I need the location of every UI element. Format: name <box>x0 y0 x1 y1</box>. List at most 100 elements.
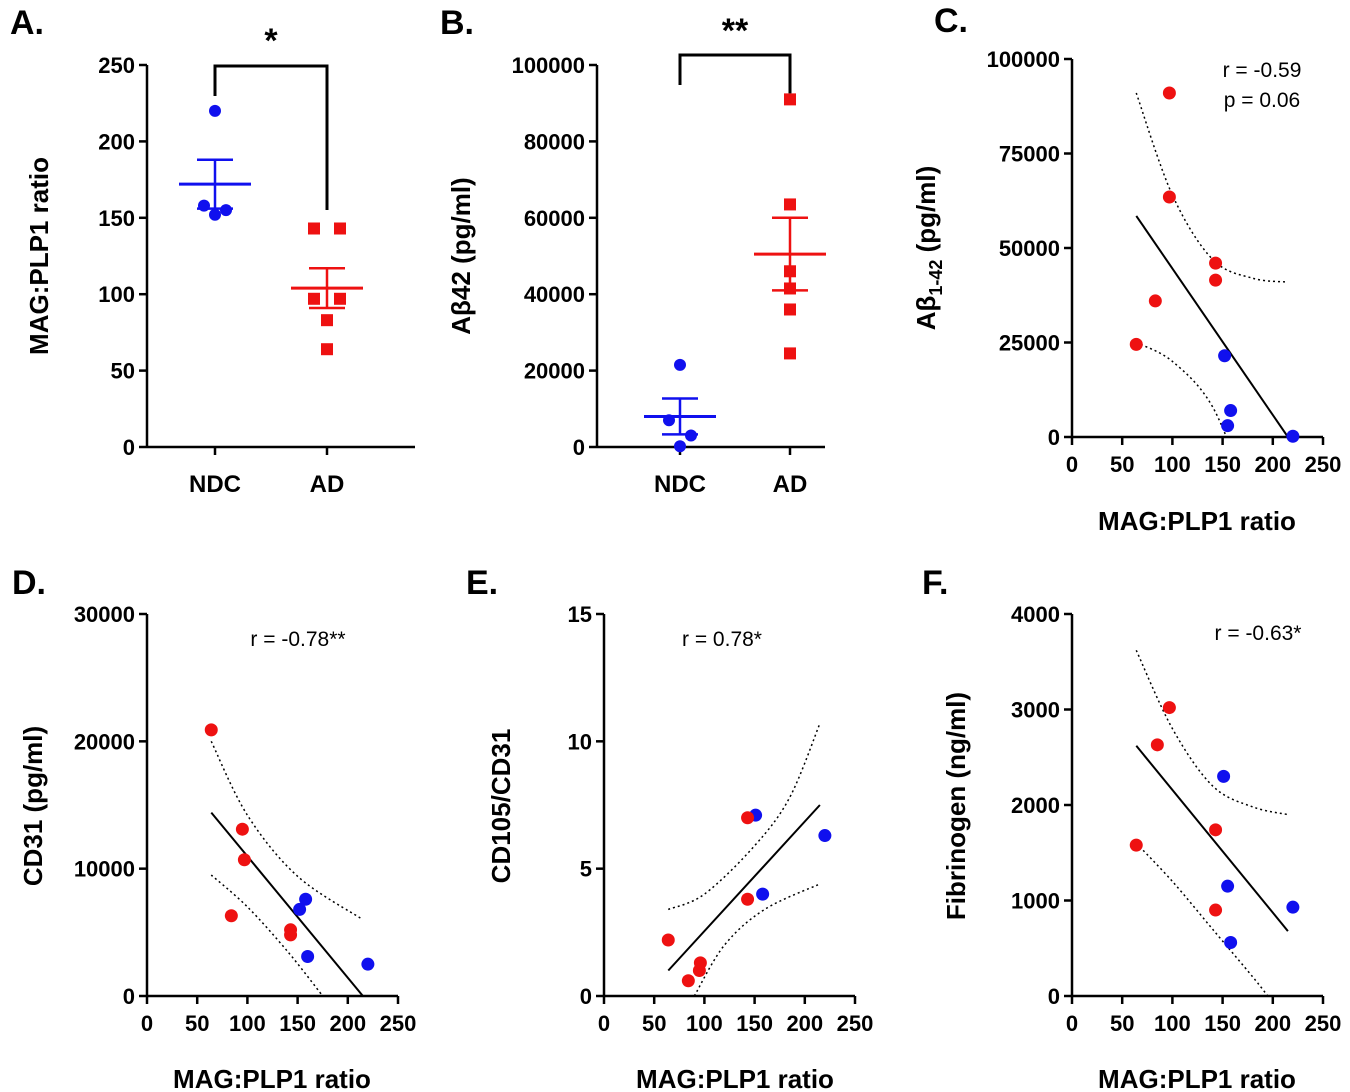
x-tick-label: 250 <box>837 1011 874 1036</box>
y-axis-title: Aβ1-42 (pg/ml) <box>911 166 946 331</box>
x-tick-label: 50 <box>1110 452 1134 477</box>
y-tick-label: 20000 <box>74 729 135 754</box>
data-point <box>361 957 375 971</box>
significance-label: * <box>264 22 278 60</box>
data-point <box>1209 903 1223 917</box>
panel-label: F. <box>922 564 948 602</box>
x-tick-label: 150 <box>1204 1011 1241 1036</box>
regression-line <box>1135 745 1289 932</box>
data-point <box>284 928 298 942</box>
stat-annotation: r = -0.63* <box>1215 622 1302 645</box>
x-tick-label: 50 <box>1110 1011 1134 1036</box>
x-tick-label: 150 <box>736 1011 773 1036</box>
data-point <box>741 892 755 906</box>
data-point <box>1129 337 1143 351</box>
data-point <box>1286 900 1300 914</box>
stat-annotation: r = 0.78* <box>682 628 762 651</box>
y-tick-label: 0 <box>573 435 585 460</box>
stat-annotation: r = -0.59 <box>1223 59 1302 82</box>
data-point <box>321 343 333 356</box>
data-point <box>1218 349 1232 363</box>
data-point <box>1209 256 1223 270</box>
y-tick-label: 0 <box>123 984 135 1009</box>
significance-bracket <box>678 53 792 94</box>
data-point <box>220 204 232 217</box>
x-tick-label: 200 <box>1254 452 1291 477</box>
y-tick-label: 3000 <box>1011 698 1060 723</box>
x-tick-label: 0 <box>1066 452 1078 477</box>
data-point <box>674 358 686 371</box>
regression-line <box>667 804 821 972</box>
y-tick-label: 10 <box>568 729 592 754</box>
data-point <box>1162 190 1176 204</box>
panel-label: D. <box>12 564 46 602</box>
y-axis-title: CD105/CD31 <box>486 729 516 884</box>
x-tick-label: 150 <box>279 1011 316 1036</box>
y-tick-label: 40000 <box>524 282 585 307</box>
data-point <box>1209 823 1223 837</box>
data-point <box>1224 404 1238 418</box>
data-point <box>693 956 707 970</box>
data-point <box>784 93 796 106</box>
y-axis-title-unit: (pg/ml) <box>911 166 941 260</box>
data-point <box>334 222 346 235</box>
fit-lines <box>1135 649 1289 996</box>
x-tick-label: 50 <box>642 1011 666 1036</box>
x-category-label: NDC <box>189 471 241 498</box>
y-tick-label: 80000 <box>524 129 585 154</box>
data-point <box>1221 419 1235 433</box>
y-tick-label: 0 <box>1048 984 1060 1009</box>
ci-upper-band <box>1135 649 1289 816</box>
x-axis-title: MAG:PLP1 ratio <box>173 1064 371 1092</box>
data-point <box>301 950 315 964</box>
stat-annotation: p = 0.06 <box>1224 89 1300 112</box>
y-tick-label: 4000 <box>1011 602 1060 627</box>
y-tick-label: 100 <box>98 282 135 307</box>
y-tick-label: 30000 <box>74 602 135 627</box>
x-tick-label: 100 <box>1154 1011 1191 1036</box>
data-point <box>204 723 218 737</box>
data-point <box>308 222 320 235</box>
ci-lower-band <box>693 883 821 996</box>
y-tick-label: 0 <box>123 435 135 460</box>
data-point <box>237 853 251 867</box>
panel-c: C. 0 25000 50000 75000 100000 0 50 100 150 200 250… <box>911 2 1341 536</box>
y-axis-title: MAG:PLP1 ratio <box>24 157 54 355</box>
x-category-label: AD <box>773 471 808 498</box>
panel-label: A. <box>10 4 44 42</box>
fit-lines <box>1135 92 1289 437</box>
significance-bracket <box>213 64 329 210</box>
y-tick-label: 0 <box>580 984 592 1009</box>
y-axis-title: Aβ42 (pg/ml) <box>446 177 476 334</box>
panel-label: E. <box>466 564 498 602</box>
y-tick-label: 0 <box>1048 425 1060 450</box>
data-point <box>321 314 333 327</box>
data-point <box>1209 273 1223 287</box>
data-point <box>741 811 755 825</box>
x-tick-label: 100 <box>686 1011 723 1036</box>
significance-label: ** <box>722 12 749 50</box>
regression-line <box>1135 215 1289 437</box>
x-tick-label: 150 <box>1204 452 1241 477</box>
data-point <box>1148 294 1162 308</box>
x-tick-label: 250 <box>380 1011 417 1036</box>
y-axis-title-subscript: 1-42 <box>926 260 946 296</box>
x-axis-title: MAG:PLP1 ratio <box>1098 506 1296 536</box>
y-tick-label: 50 <box>111 359 135 384</box>
data-point <box>756 887 770 901</box>
panel-label: B. <box>440 4 474 42</box>
data-point <box>209 208 221 221</box>
y-tick-label: 75000 <box>999 142 1060 167</box>
x-tick-label: 0 <box>1066 1011 1078 1036</box>
y-tick-label: 200 <box>98 129 135 154</box>
panel-f: F. 0 1000 2000 3000 4000 0 50 100 150 200 250 MAG:P… <box>922 564 1341 1092</box>
data-point <box>1129 838 1143 852</box>
y-tick-label: 100000 <box>512 53 585 78</box>
x-tick-label: 250 <box>1305 452 1342 477</box>
fit-lines <box>667 723 821 996</box>
data-point <box>818 829 832 843</box>
data-point <box>1162 86 1176 100</box>
x-tick-label: 100 <box>229 1011 266 1036</box>
